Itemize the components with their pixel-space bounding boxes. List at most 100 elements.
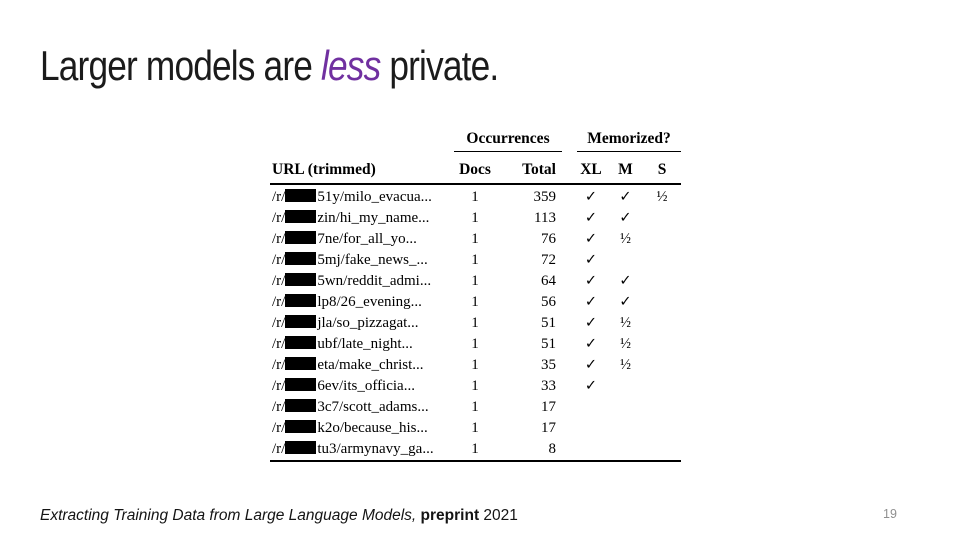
- docs-cell: 1: [471, 399, 479, 415]
- column-header-row: URL (trimmed) Docs Total XL M S: [270, 156, 681, 185]
- table-body: /r/51y/milo_evacua... 1 359 ✓ ✓ ½ /r/zin…: [270, 184, 681, 462]
- total-cell: 51: [541, 315, 556, 331]
- docs-cell: 1: [471, 378, 479, 394]
- xl-cell: ✓: [584, 294, 598, 310]
- redaction-box: [285, 315, 317, 328]
- redaction-box: [285, 294, 317, 307]
- url-prefix: /r/: [272, 189, 286, 205]
- total-cell: 76: [541, 231, 556, 247]
- docs-cell: 1: [471, 231, 479, 247]
- m-cell: ✓: [619, 210, 632, 226]
- table-row: /r/5wn/reddit_admi... 1 64 ✓ ✓: [270, 271, 681, 292]
- col-header-docs: Docs: [452, 156, 498, 185]
- url-suffix: k2o/because_his...: [317, 420, 428, 436]
- table-row: /r/jla/so_pizzagat... 1 51 ✓ ½: [270, 313, 681, 334]
- m-cell: ½: [620, 357, 631, 373]
- s-cell: [643, 355, 681, 376]
- s-cell: [643, 439, 681, 462]
- s-cell: [643, 376, 681, 397]
- page-number: 19: [883, 507, 897, 521]
- url-prefix: /r/: [272, 315, 286, 331]
- redaction-box: [285, 420, 317, 433]
- url-cell: /r/5wn/reddit_admi...: [270, 271, 452, 292]
- s-cell: [643, 397, 681, 418]
- url-cell: /r/3c7/scott_adams...: [270, 397, 452, 418]
- redaction-box: [285, 378, 317, 391]
- docs-cell: 1: [471, 273, 479, 289]
- xl-cell: ✓: [584, 378, 598, 394]
- citation-venue: preprint: [420, 507, 480, 524]
- xl-cell: ✓: [584, 357, 598, 373]
- m-cell: [608, 376, 643, 397]
- s-cell: [643, 292, 681, 313]
- url-cell: /r/zin/hi_my_name...: [270, 208, 452, 229]
- docs-cell: 1: [471, 294, 479, 310]
- s-cell: [643, 271, 681, 292]
- s-cell: [643, 229, 681, 250]
- url-prefix: /r/: [272, 273, 286, 289]
- table-row: /r/7ne/for_all_yo... 1 76 ✓ ½: [270, 229, 681, 250]
- redaction-box: [285, 357, 317, 370]
- group-header-memorized-label: Memorized?: [577, 130, 681, 152]
- url-cell: /r/51y/milo_evacua...: [270, 184, 452, 208]
- xl-cell: ✓: [584, 252, 598, 268]
- url-suffix: 5mj/fake_news_...: [317, 252, 428, 268]
- url-prefix: /r/: [272, 357, 286, 373]
- docs-cell: 1: [471, 189, 479, 205]
- group-header-memorized: Memorized?: [574, 130, 681, 156]
- citation-year: 2021: [483, 507, 518, 524]
- url-suffix: 51y/milo_evacua...: [317, 189, 432, 205]
- docs-cell: 1: [471, 336, 479, 352]
- s-cell: [643, 250, 681, 271]
- docs-cell: 1: [471, 357, 479, 373]
- url-prefix: /r/: [272, 399, 286, 415]
- title-suffix: private.: [380, 42, 499, 89]
- col-header-xl: XL: [574, 156, 608, 185]
- xl-cell: ✓: [584, 273, 598, 289]
- table-row: /r/k2o/because_his... 1 17: [270, 418, 681, 439]
- url-cell: /r/tu3/armynavy_ga...: [270, 439, 452, 462]
- s-cell: [643, 334, 681, 355]
- group-header-spacer: [270, 130, 452, 156]
- citation: Extracting Training Data from Large Lang…: [40, 507, 518, 525]
- table-row: /r/51y/milo_evacua... 1 359 ✓ ✓ ½: [270, 184, 681, 208]
- table-row: /r/tu3/armynavy_ga... 1 8: [270, 439, 681, 462]
- total-cell: 56: [541, 294, 556, 310]
- url-cell: /r/eta/make_christ...: [270, 355, 452, 376]
- url-prefix: /r/: [272, 336, 286, 352]
- redaction-box: [285, 336, 317, 349]
- xl-cell: [574, 418, 608, 439]
- table-row: /r/eta/make_christ... 1 35 ✓ ½: [270, 355, 681, 376]
- url-prefix: /r/: [272, 441, 286, 457]
- m-cell: ½: [620, 336, 631, 352]
- docs-cell: 1: [471, 420, 479, 436]
- m-cell: ½: [620, 231, 631, 247]
- total-cell: 33: [541, 378, 556, 394]
- url-cell: /r/5mj/fake_news_...: [270, 250, 452, 271]
- url-suffix: tu3/armynavy_ga...: [317, 441, 434, 457]
- docs-cell: 1: [471, 210, 479, 226]
- url-cell: /r/jla/so_pizzagat...: [270, 313, 452, 334]
- col-header-total: Total: [498, 156, 574, 185]
- group-header-occurrences: Occurrences: [452, 130, 574, 156]
- m-cell: ✓: [619, 294, 632, 310]
- url-prefix: /r/: [272, 420, 286, 436]
- url-suffix: zin/hi_my_name...: [317, 210, 430, 226]
- table-row: /r/zin/hi_my_name... 1 113 ✓ ✓: [270, 208, 681, 229]
- xl-cell: [574, 439, 608, 462]
- url-prefix: /r/: [272, 378, 286, 394]
- url-suffix: 3c7/scott_adams...: [317, 399, 429, 415]
- url-suffix: 5wn/reddit_admi...: [317, 273, 432, 289]
- total-cell: 35: [541, 357, 556, 373]
- title-highlight: less: [320, 42, 381, 89]
- col-header-s: S: [643, 156, 681, 185]
- url-cell: /r/ubf/late_night...: [270, 334, 452, 355]
- memorization-table: Occurrences Memorized? URL (trimmed) Doc…: [270, 130, 681, 462]
- url-cell: /r/k2o/because_his...: [270, 418, 452, 439]
- s-cell: ½: [656, 189, 668, 205]
- table-row: /r/6ev/its_officia... 1 33 ✓: [270, 376, 681, 397]
- total-cell: 72: [541, 252, 556, 268]
- m-cell: [608, 397, 643, 418]
- url-suffix: 7ne/for_all_yo...: [317, 231, 417, 247]
